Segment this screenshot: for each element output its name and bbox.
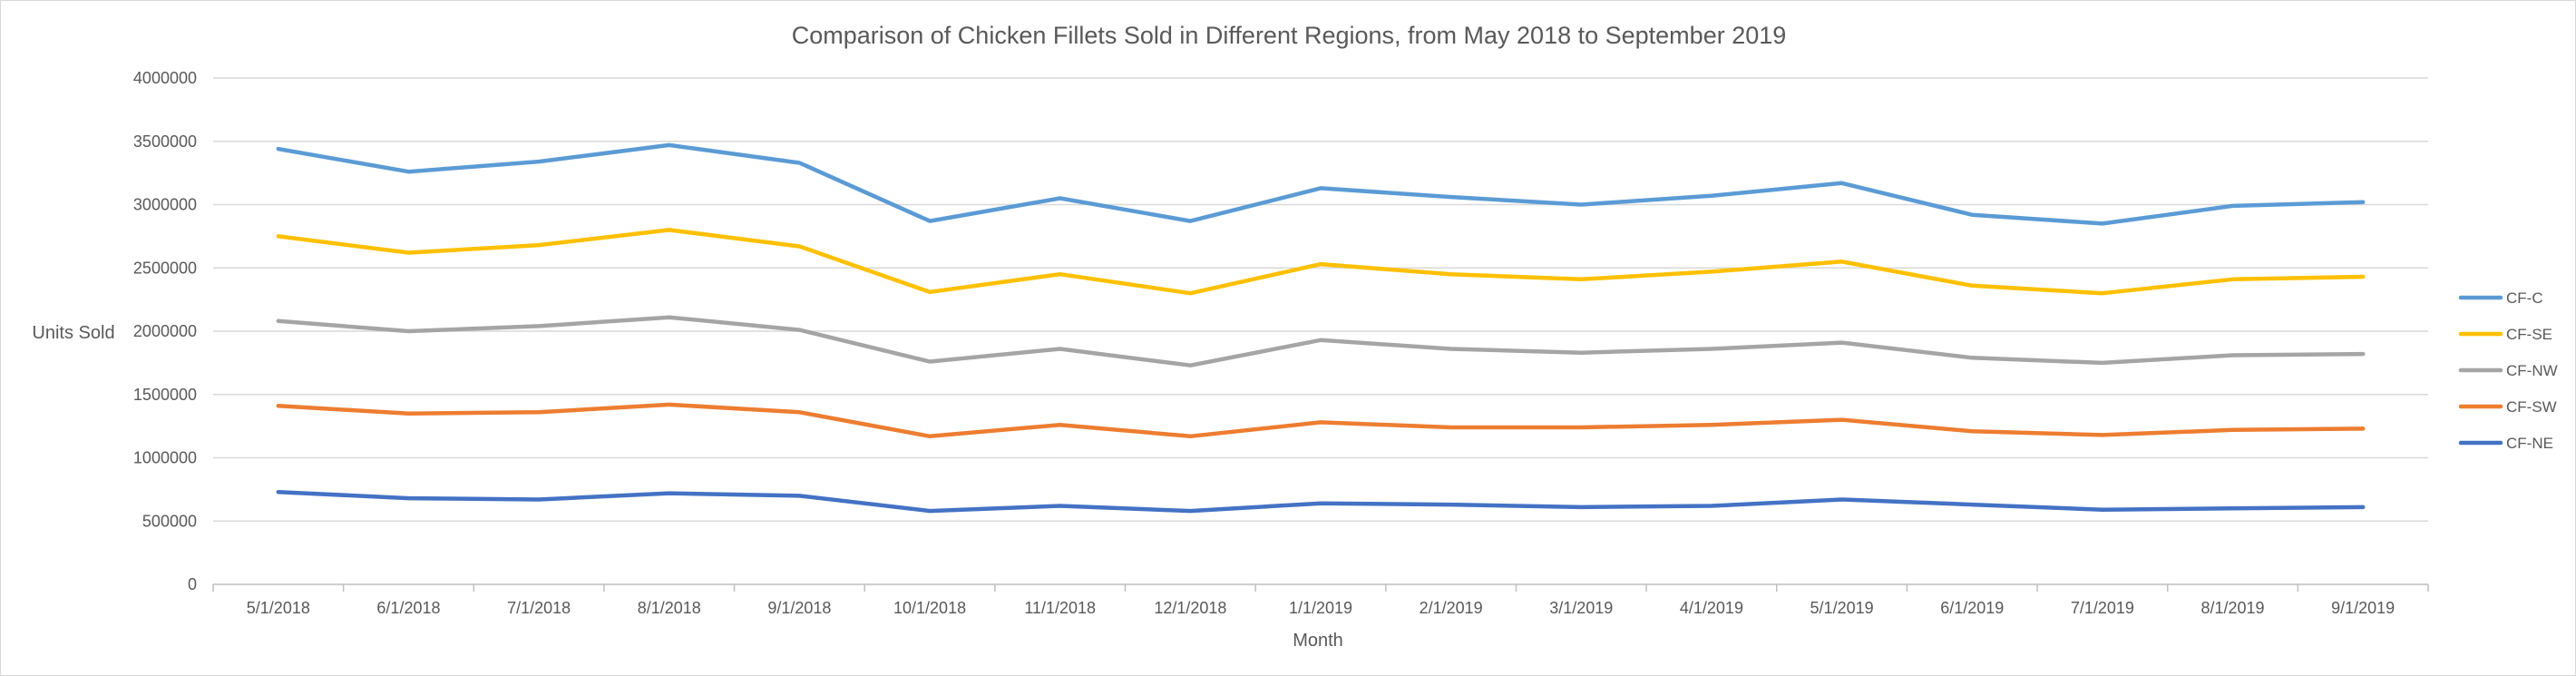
series-lines (276, 142, 2366, 514)
x-tick-label: 8/1/2019 (2200, 599, 2264, 617)
legend-item-cf-ne: CF-NE (2458, 435, 2553, 452)
x-tick-label: 7/1/2018 (507, 599, 571, 617)
x-tick-label: 11/1/2018 (1024, 599, 1096, 617)
x-tick-label: 10/1/2018 (893, 599, 966, 617)
legend-label: CF-NW (2506, 362, 2558, 379)
legend-item-cf-c: CF-C (2458, 289, 2543, 307)
x-tick-label: 7/1/2019 (2071, 599, 2134, 617)
y-tick-label: 3000000 (133, 196, 197, 214)
y-tick-label: 1000000 (133, 449, 197, 467)
x-tick-label: 9/1/2019 (2331, 599, 2395, 617)
legend-label: CF-NE (2506, 435, 2553, 452)
legend: CF-C CF-SE CF-NW CF-SW CF-NE (2458, 289, 2558, 452)
x-tick-label: 3/1/2019 (1549, 599, 1613, 617)
x-tick-label: 1/1/2019 (1289, 599, 1352, 617)
y-axis-title: Units Sold (32, 323, 114, 343)
series-line-cf-sw (276, 402, 2366, 439)
x-axis-title: Month (1293, 631, 1343, 651)
legend-item-cf-nw: CF-NW (2458, 362, 2558, 379)
x-tick-label: 4/1/2019 (1680, 599, 1743, 617)
x-tick-label: 5/1/2018 (247, 599, 310, 617)
legend-label: CF-C (2506, 289, 2543, 307)
y-tick-label: 1500000 (133, 386, 197, 404)
x-tick-label: 5/1/2019 (1810, 599, 1874, 617)
series-line-cf-nw (276, 315, 2366, 367)
y-tick-label: 0 (188, 575, 197, 593)
x-tick-label: 6/1/2018 (376, 599, 440, 617)
series-line-cf-c (276, 142, 2366, 226)
y-tick-label: 2000000 (133, 322, 197, 340)
legend-label: CF-SW (2506, 398, 2557, 416)
y-tick-label: 500000 (142, 512, 197, 530)
gridlines (213, 77, 2428, 522)
legend-label: CF-SE (2506, 326, 2552, 343)
legend-item-cf-sw: CF-SW (2458, 398, 2557, 416)
y-tick-label: 4000000 (133, 69, 197, 87)
y-tick-label: 3500000 (133, 132, 197, 151)
chart-title: Comparison of Chicken Fillets Sold in Di… (792, 22, 1787, 49)
x-tick-label: 12/1/2018 (1154, 599, 1226, 617)
series-line-cf-ne (276, 489, 2366, 514)
axes: 0 500000 1000000 1500000 2000000 2500000 30000… (133, 69, 2429, 617)
x-tick-label: 6/1/2019 (1940, 599, 2004, 617)
legend-item-cf-se: CF-SE (2458, 326, 2552, 343)
y-tick-label: 2500000 (133, 259, 197, 277)
x-tick-label: 9/1/2018 (767, 599, 831, 617)
x-tick-label: 8/1/2018 (638, 599, 701, 617)
x-tick-label: 2/1/2019 (1420, 599, 1483, 617)
series-line-cf-se (276, 228, 2366, 296)
